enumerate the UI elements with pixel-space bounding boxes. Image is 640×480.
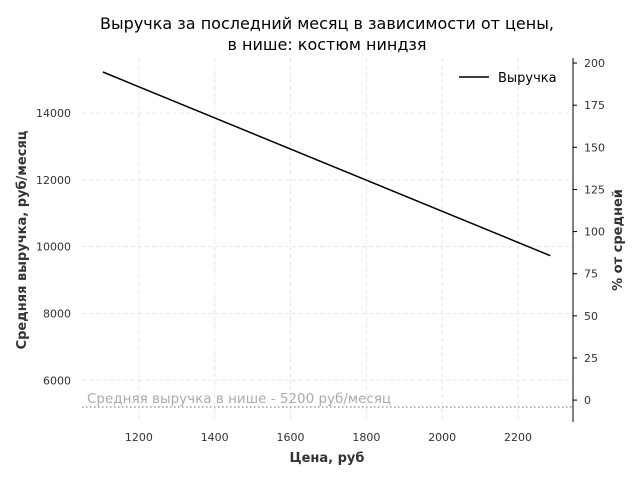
y-tick-label: 14000: [36, 107, 71, 120]
x-tick-label: 1200: [125, 431, 153, 444]
axes: 1200 1400 1600 1800 2000 22006000800010000120…: [36, 57, 605, 444]
y-right-tick-label: 150: [584, 141, 605, 154]
x-tick-label: 1400: [201, 431, 229, 444]
y-tick-label: 10000: [36, 241, 71, 254]
chart-subtitle: в нише: костюм ниндзя: [227, 35, 426, 54]
legend-label-revenue: Выручка: [498, 71, 557, 86]
grid: [82, 58, 573, 422]
x-tick-label: 1600: [277, 431, 305, 444]
y-right-tick-label: 75: [584, 268, 598, 281]
y-right-tick-label: 0: [584, 394, 591, 407]
y-tick-label: 8000: [43, 307, 71, 320]
chart-title: Выручка за последний месяц в зависимости…: [100, 14, 554, 33]
y-axis-right-label: % от средней: [611, 189, 626, 291]
y-right-tick-label: 125: [584, 183, 605, 196]
x-tick-label: 1800: [352, 431, 380, 444]
y-right-tick-label: 200: [584, 57, 605, 70]
y-right-tick-label: 50: [584, 310, 598, 323]
legend: Выручка: [459, 71, 557, 86]
y-tick-label: 6000: [43, 374, 71, 387]
y-right-tick-label: 100: [584, 226, 605, 239]
x-axis-label: Цена, руб: [290, 451, 365, 466]
x-tick-label: 2000: [428, 431, 456, 444]
y-right-tick-label: 175: [584, 99, 605, 112]
reference-line-label: Средняя выручка в нише - 5200 руб/месяц: [87, 391, 391, 407]
y-axis-label: Средняя выручка, руб/месяц: [15, 130, 30, 349]
y-right-tick-label: 25: [584, 352, 598, 365]
y-tick-label: 12000: [36, 174, 71, 187]
x-tick-label: 2200: [504, 431, 532, 444]
series-layer: [102, 71, 551, 257]
series-line-revenue: [102, 71, 551, 257]
